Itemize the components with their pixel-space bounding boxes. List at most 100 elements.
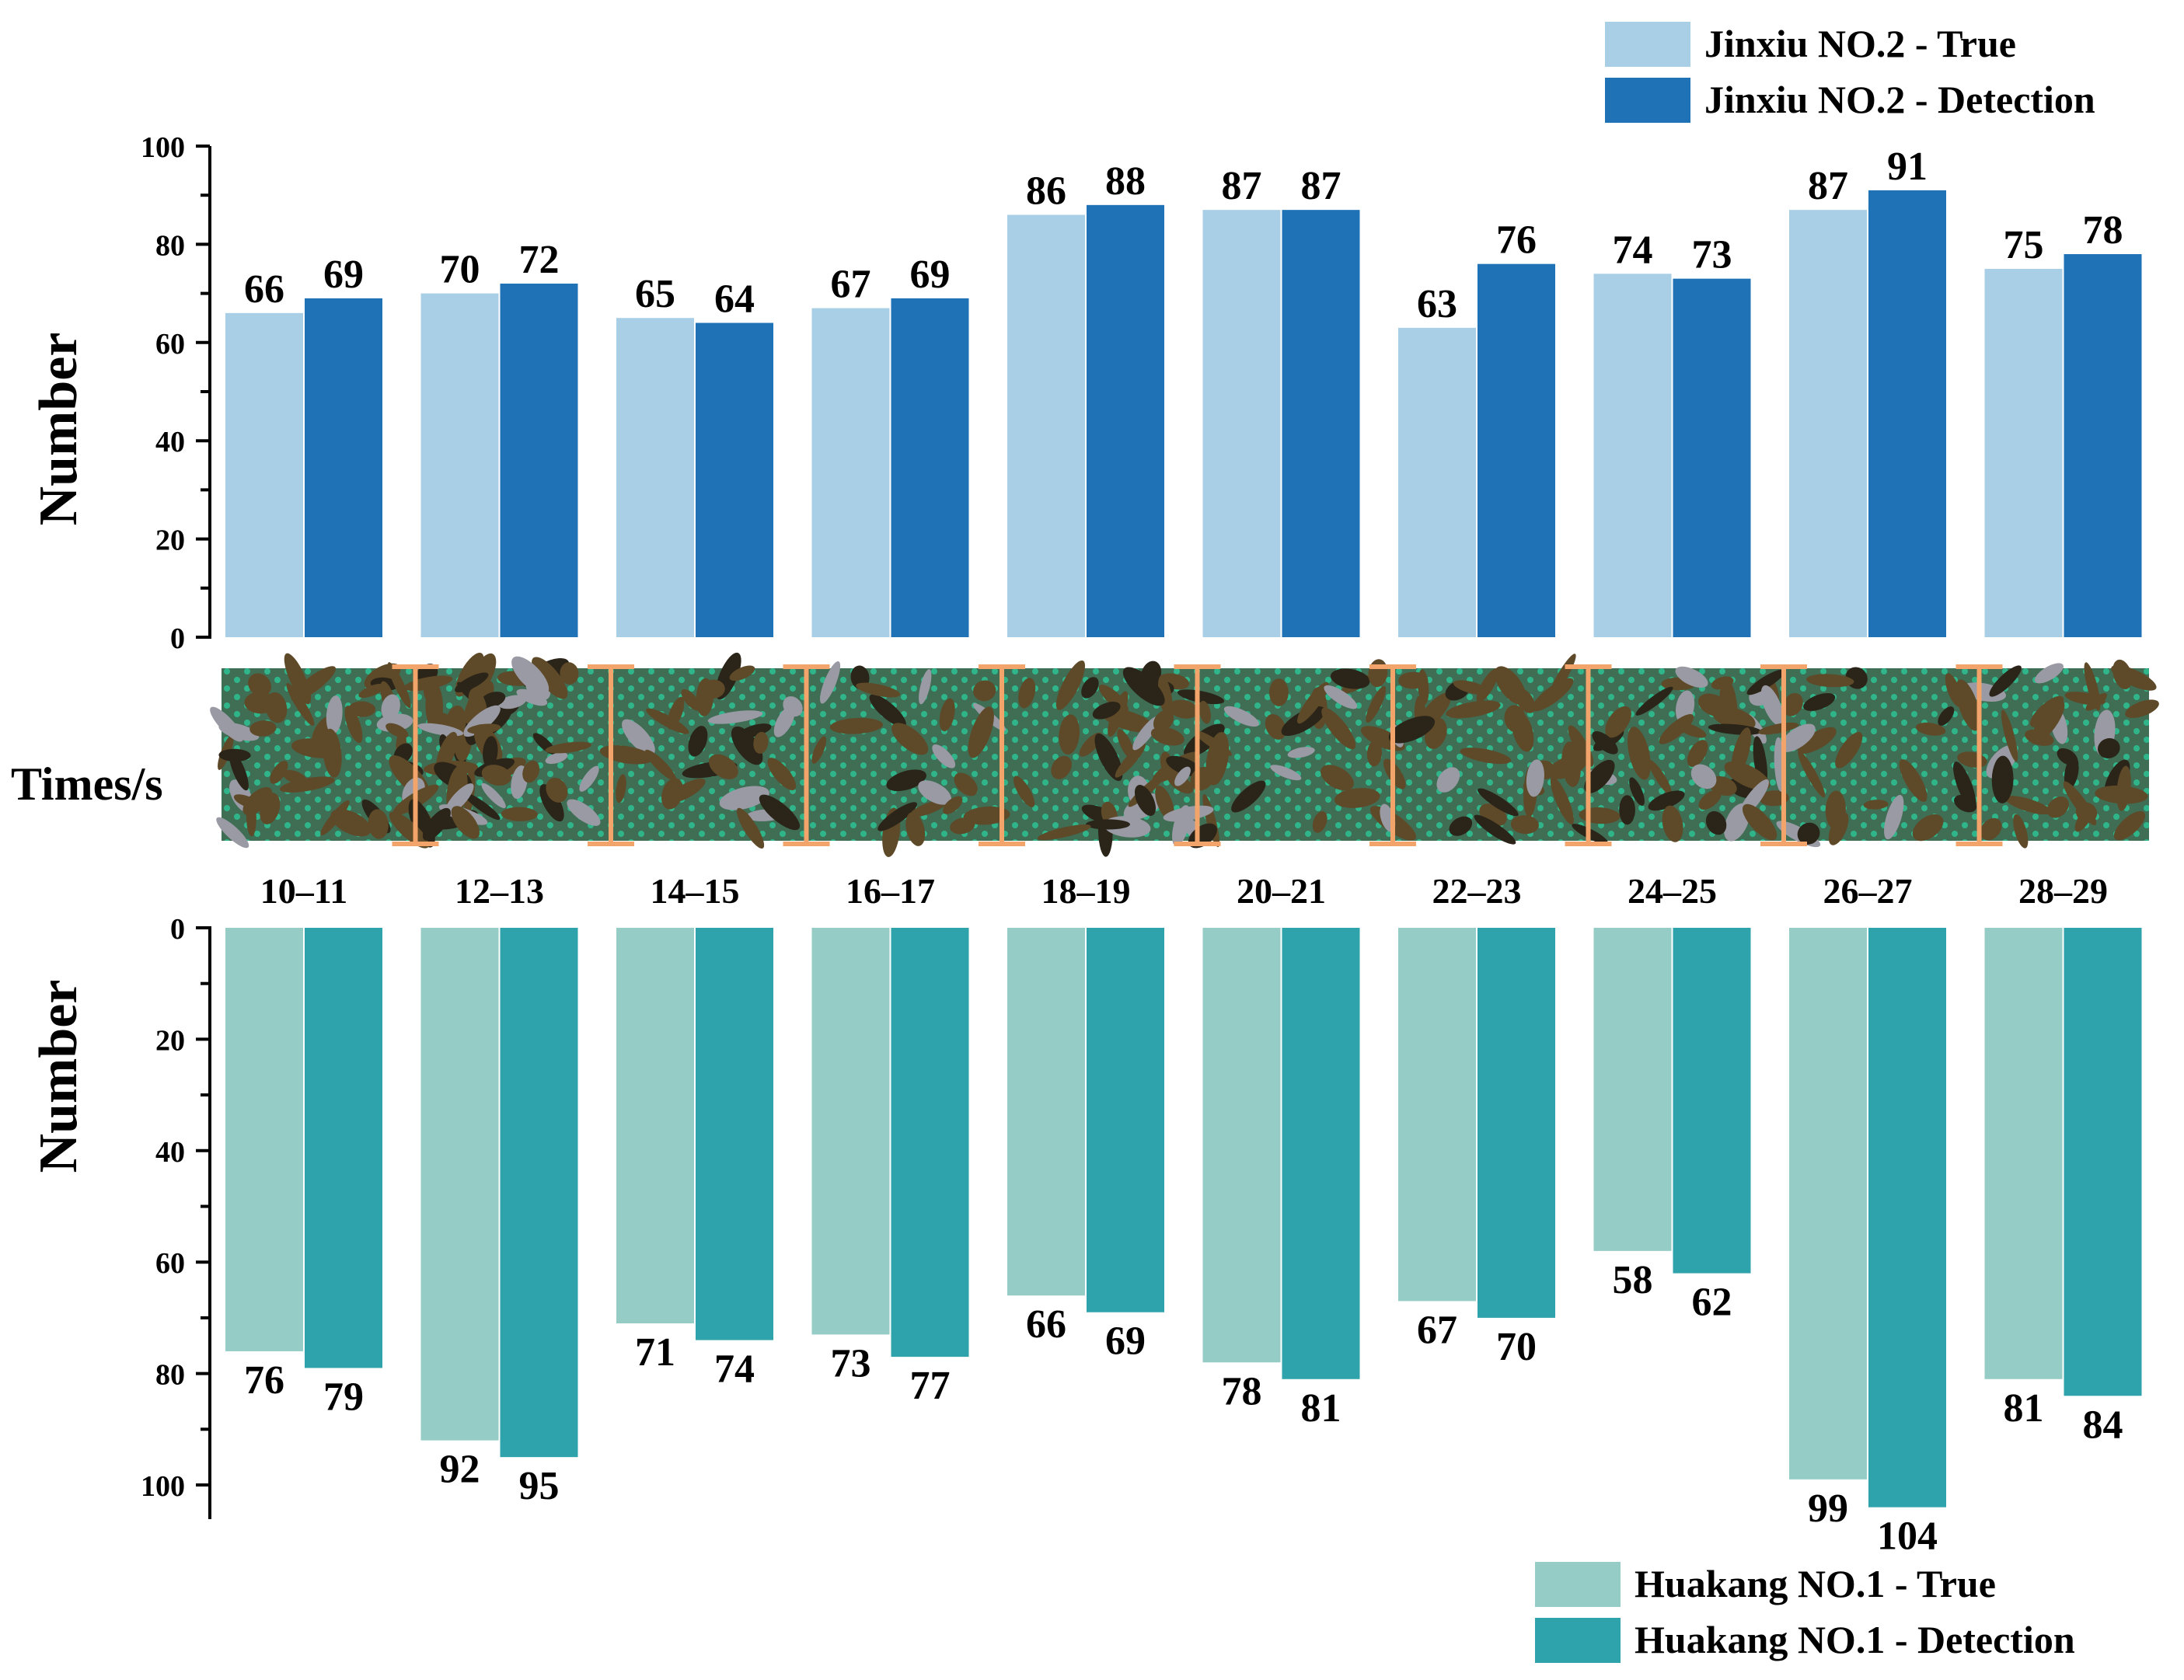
tea-leaf	[1758, 722, 1799, 735]
bottom-tick-label: 100	[141, 1470, 185, 1503]
tea-leaf	[1635, 686, 1673, 716]
tea-leaf	[451, 806, 480, 839]
tea-leaf	[918, 780, 952, 805]
tea-leaf	[1953, 762, 1976, 810]
tea-leaf	[1835, 732, 1863, 769]
tea-leaf	[2064, 692, 2106, 706]
tea-leaf	[1863, 800, 1889, 810]
top-bar-true-6	[1398, 327, 1476, 637]
top-tick-label: 20	[155, 525, 185, 557]
tea-leaf	[358, 684, 386, 699]
tea-leaf	[522, 760, 540, 783]
tea-leaf	[753, 731, 769, 754]
tea-leaf	[856, 682, 901, 698]
tea-leaf	[1330, 668, 1370, 689]
tea-leaf	[501, 807, 538, 821]
tea-leaf	[1619, 795, 1635, 825]
tea-leaf	[387, 662, 411, 709]
bottom-value-label: 74	[714, 1347, 755, 1392]
tea-leaf	[422, 807, 451, 841]
tea-leaf	[1724, 761, 1771, 790]
bottom-bar-detection-9	[2064, 928, 2142, 1396]
tea-leaf	[950, 817, 975, 835]
bottom-value-label: 81	[1301, 1386, 1341, 1431]
bottom-bar-detection-7	[1673, 928, 1751, 1274]
tea-leaf	[2013, 814, 2029, 849]
tea-leaf	[1366, 685, 1387, 723]
tea-leaf	[1989, 665, 2022, 697]
tea-leaf	[1760, 685, 1784, 726]
tea-leaf	[1449, 816, 1473, 836]
tea-leaf	[1321, 707, 1356, 750]
tea-leaf	[1172, 805, 1191, 846]
top-legend-entry: Jinxiu NO.2 - True	[1704, 22, 2016, 65]
bottom-value-label: 67	[1417, 1308, 1457, 1352]
top-bar-detection-5	[1282, 210, 1360, 637]
bottom-bar-detection-8	[1868, 928, 1946, 1507]
tea-leaf	[265, 692, 288, 723]
bottom-bar-true-2	[616, 928, 694, 1324]
tea-leaf	[1085, 819, 1130, 830]
top-tick-label: 40	[155, 426, 185, 458]
top-value-labels: 66 70 65 67 86 87 63 74 87 75 69 72 64 69 88 87 76 73 91 78	[244, 145, 2123, 326]
tea-leaf	[2064, 755, 2079, 789]
bottom-legend: Huakang NO.1 - True Huakang NO.1 - Detect…	[1535, 1562, 2075, 1663]
bottom-bar-true-6	[1398, 928, 1476, 1302]
bottom-tick-label: 40	[155, 1136, 185, 1169]
tea-leaf	[1991, 755, 2014, 803]
tea-leaf	[954, 772, 978, 796]
tea-leaf	[344, 706, 363, 744]
tea-leaf	[516, 688, 548, 706]
top-value-label: 65	[635, 272, 675, 316]
tea-leaf	[1453, 680, 1490, 695]
tea-leaf	[1825, 790, 1846, 830]
category-label: 22–23	[1432, 871, 1522, 911]
bottom-value-label: 104	[1877, 1514, 1938, 1559]
bottom-bar-detection-0	[305, 928, 382, 1368]
tea-leaf	[1268, 678, 1289, 706]
top-bar-true-0	[225, 312, 303, 637]
top-legend: Jinxiu NO.2 - True Jinxiu NO.2 - Detectio…	[1605, 22, 2095, 123]
tea-leaf	[767, 758, 797, 790]
tea-leaf	[1797, 727, 1837, 754]
bottom-value-label: 70	[1496, 1325, 1537, 1369]
bottom-legend-swatch	[1535, 1562, 1621, 1607]
top-value-label: 87	[1301, 164, 1341, 208]
tea-leaf	[1150, 727, 1184, 746]
tea-leaf	[1512, 711, 1534, 752]
tea-leaf	[2046, 796, 2069, 818]
tea-leaf	[1198, 700, 1211, 724]
tea-leaf	[1806, 674, 1854, 688]
top-value-label: 74	[1613, 228, 1653, 272]
tea-leaf	[539, 784, 564, 822]
tea-leaf	[1648, 790, 1685, 811]
top-bar-true-4	[1007, 214, 1085, 638]
tea-leaf	[246, 797, 256, 837]
tea-leaf	[270, 761, 288, 784]
bottom-value-label: 84	[2083, 1403, 2123, 1447]
tea-leaf	[579, 765, 599, 792]
tea-leaf	[701, 679, 725, 699]
tea-leaf	[1659, 714, 1694, 744]
top-legend-entry: Jinxiu NO.2 - Detection	[1704, 78, 2095, 121]
tea-leaf	[1398, 671, 1429, 689]
tea-leaf	[381, 694, 400, 720]
tea-leaf	[229, 751, 249, 791]
bottom-bar-detection-4	[1087, 928, 1164, 1312]
tea-leaf	[1436, 767, 1460, 793]
tea-leaf	[286, 682, 315, 727]
top-bar-true-7	[1593, 274, 1672, 637]
top-tick-label: 80	[155, 229, 185, 262]
tea-leaf	[2125, 699, 2159, 719]
tea-leaf	[1177, 689, 1225, 705]
tea-leaf	[248, 673, 272, 697]
tea-leaf	[1460, 748, 1512, 765]
tea-leaf	[932, 744, 956, 769]
tea-leaf	[1231, 780, 1266, 813]
top-value-label: 72	[519, 238, 560, 282]
top-bars	[225, 190, 2142, 638]
tea-leaf	[1101, 708, 1154, 733]
tea-leaf	[1446, 700, 1501, 719]
tea-leaf	[2112, 659, 2133, 689]
tea-leaf	[216, 817, 249, 849]
